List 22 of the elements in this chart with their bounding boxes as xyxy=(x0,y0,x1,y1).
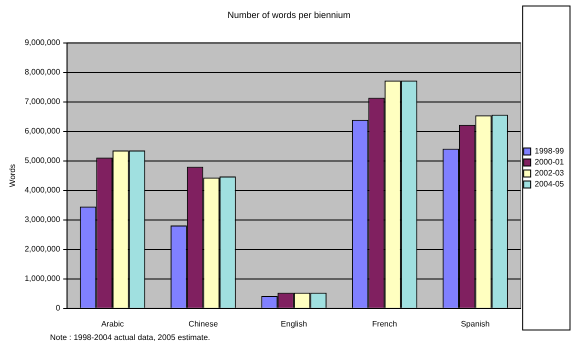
x-tick-label: French xyxy=(372,319,398,328)
chart-title: Number of words per biennium xyxy=(227,10,351,20)
y-tick-label: 2,000,000 xyxy=(24,244,61,254)
y-tick-label: 5,000,000 xyxy=(24,156,61,166)
y-tick-label: 9,000,000 xyxy=(24,38,61,48)
y-tick-label: 7,000,000 xyxy=(24,97,61,106)
y-tick-label: 0 xyxy=(56,304,61,313)
text: Note : 1998-2004 actual data, 2005 estimate. xyxy=(50,333,210,342)
y-tick-label: 6,000,000 xyxy=(24,126,61,136)
y-tick-label: 3,000,000 xyxy=(24,215,61,224)
legend-label: 2004-05 xyxy=(534,180,565,189)
y-axis-title: Words xyxy=(8,164,18,188)
x-tick-label: Spanish xyxy=(460,319,490,328)
legend-label: 2000-01 xyxy=(534,158,565,167)
y-tick-label: 1,000,000 xyxy=(24,274,61,284)
y-tick-label: 8,000,000 xyxy=(24,68,61,77)
legend-label: 2002-03 xyxy=(534,168,565,178)
y-tick-label: 4,000,000 xyxy=(24,186,61,195)
x-tick-label: Chinese xyxy=(188,319,218,328)
x-tick-label: English xyxy=(280,319,308,328)
x-tick-label: Arabic xyxy=(101,319,124,328)
legend-label: 1998-99 xyxy=(534,146,565,156)
